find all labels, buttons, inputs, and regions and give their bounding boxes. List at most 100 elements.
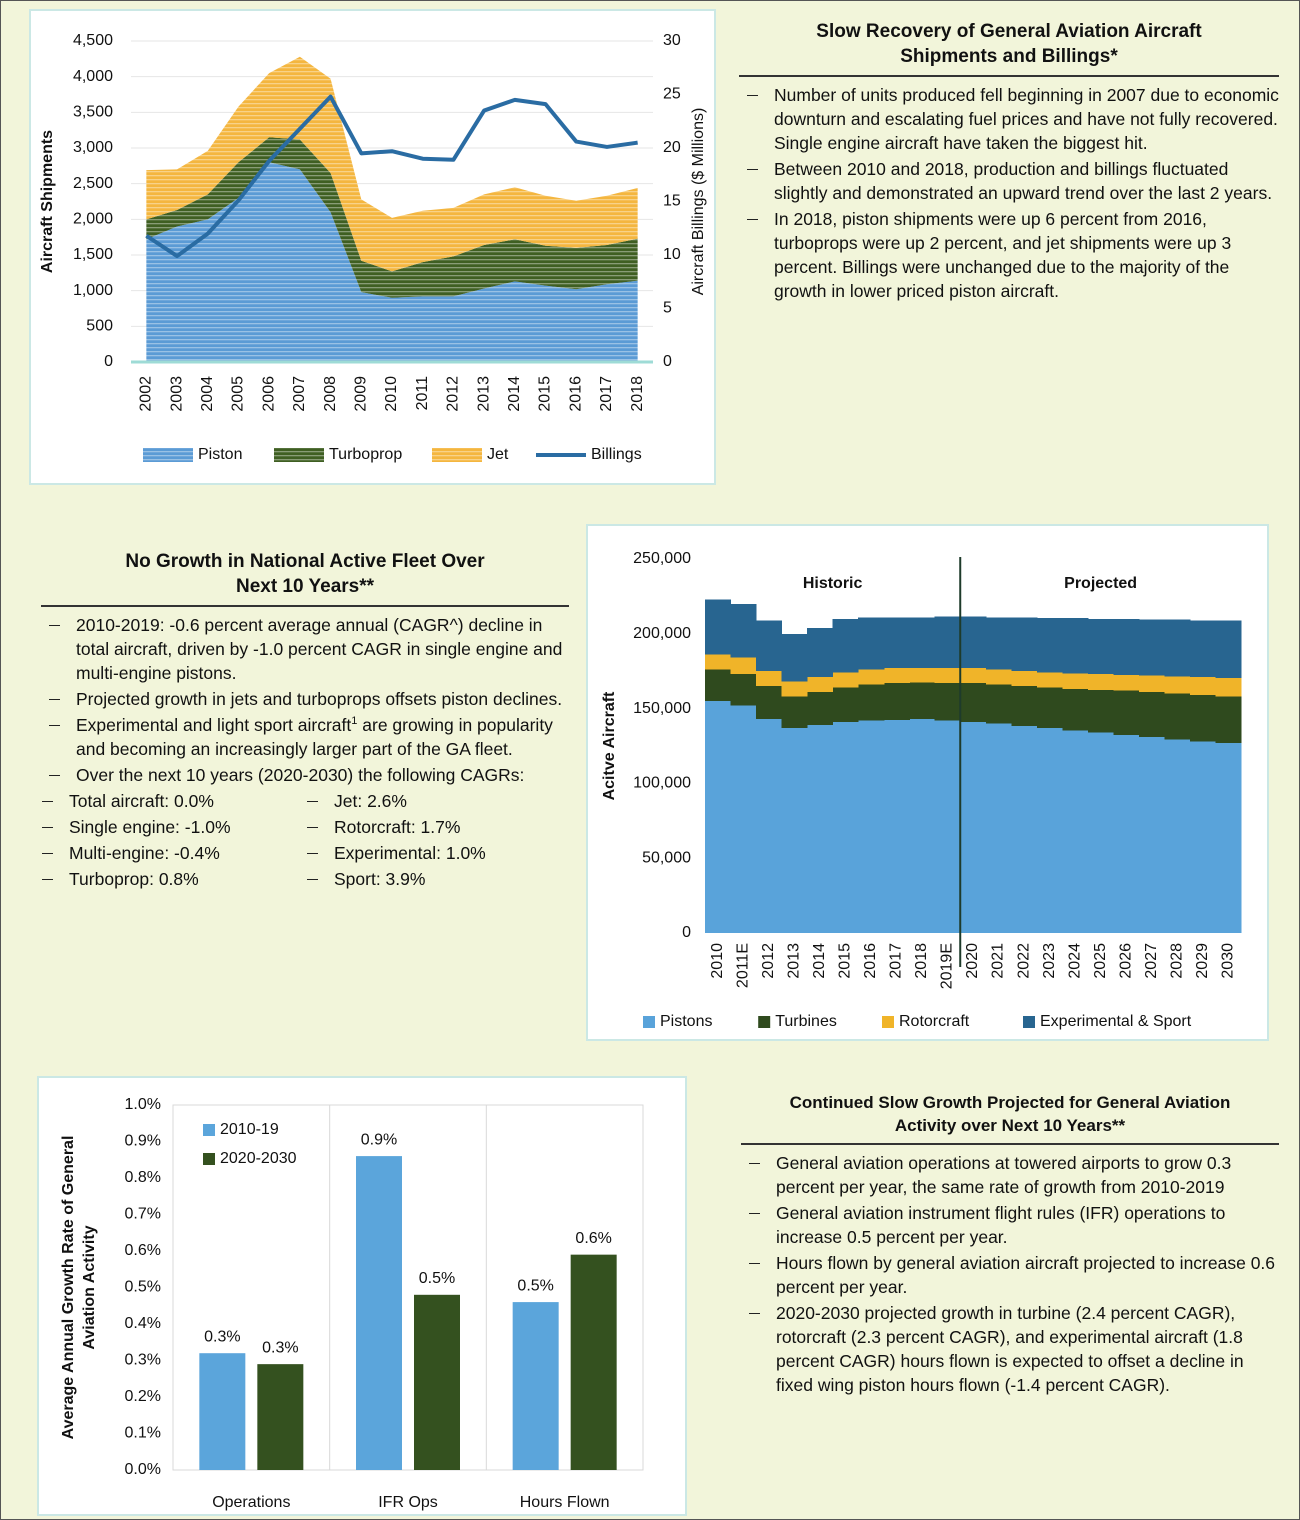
data-label: 0.6% — [575, 1230, 611, 1247]
chart-box: 0 50,000 100,000 150,000 200,000 250,000 2010 2… — [586, 524, 1269, 1041]
area-step — [1036, 672, 1063, 688]
bullet-list: General aviation operations at towered a… — [741, 1151, 1279, 1397]
y-axis-label: Average Annual Growth Rate of General — [60, 1136, 77, 1440]
legend-label: Turbines — [775, 1013, 837, 1030]
legend-label: Pistons — [660, 1013, 712, 1030]
x-tick-label: 2028 — [1168, 943, 1185, 979]
area-step — [1113, 734, 1140, 933]
panel-title-text: No Growth in National Active Fleet Over … — [125, 551, 485, 597]
x-tick-label: 2014 — [506, 376, 523, 412]
legend-swatch — [758, 1016, 771, 1028]
cagr-item: Turboprop: 0.8% — [42, 867, 314, 891]
y-tick-label: 0.3% — [125, 1352, 161, 1369]
area-step — [1011, 686, 1038, 726]
y2-axis-label: Aircraft Billings ($ Millions) — [690, 108, 707, 296]
area-step — [985, 617, 1012, 670]
annotation: Projected — [1064, 575, 1137, 592]
x-tick-label: 2023 — [1041, 943, 1058, 979]
panel-title-text: Slow Recovery of General Aviation Aircra… — [816, 21, 1202, 67]
cagr-item: Rotorcraft: 1.7% — [307, 815, 564, 839]
x-tick-label: 2013 — [475, 376, 492, 412]
area-step — [832, 722, 859, 933]
y2-tick-label: 5 — [663, 300, 672, 317]
area-step — [730, 674, 757, 706]
area-step — [1189, 620, 1217, 678]
panel-title: Slow Recovery of General Aviation Aircra… — [739, 19, 1279, 77]
x-tick-label: 2013 — [786, 943, 803, 979]
area-step — [858, 720, 885, 933]
y2-tick-label: 30 — [663, 32, 681, 49]
area-step — [883, 617, 910, 669]
x-tick-label: 2010 — [709, 943, 726, 979]
bullet: Projected growth in jets and turboprops … — [49, 687, 569, 711]
area-step — [1164, 693, 1191, 740]
legend-label: 2020-2030 — [220, 1150, 297, 1167]
area-step — [1011, 671, 1038, 687]
x-tick-label: 2012 — [760, 943, 777, 979]
panel-title: No Growth in National Active Fleet Over … — [41, 549, 569, 607]
bar — [570, 1254, 617, 1470]
x-tick-label: 2003 — [168, 376, 185, 412]
y-tick-label: 0.6% — [125, 1242, 161, 1259]
legend-swatch — [1023, 1016, 1035, 1028]
x-tick-label: Hours Flown — [520, 1494, 610, 1511]
bullet: Number of units produced fell beginning … — [747, 85, 1279, 153]
y-tick-label: 150,000 — [633, 700, 691, 717]
area-step — [858, 617, 885, 670]
area-step — [909, 682, 936, 720]
plot-frame — [172, 1104, 644, 1471]
cagr-item: Multi-engine: -0.4% — [42, 841, 314, 865]
area-step — [858, 684, 885, 721]
x-tick-label: 2027 — [1143, 943, 1160, 979]
area-step — [909, 668, 936, 683]
bullet: Between 2010 and 2018, production and bi… — [747, 157, 1279, 205]
area-step — [1113, 674, 1140, 691]
area-step — [832, 618, 859, 673]
x-tick-label: 2029 — [1194, 943, 1211, 979]
area-step — [909, 617, 936, 669]
area-step — [781, 728, 808, 933]
area-step — [960, 722, 987, 933]
bullet: Experimental and light sport aircraft1 a… — [49, 713, 569, 761]
x-tick-label: 2017 — [598, 376, 615, 412]
fleet-chart: 0 50,000 100,000 150,000 200,000 250,000 2010 2… — [601, 550, 1242, 1030]
area-step — [1164, 619, 1191, 677]
panel-title-text: Continued Slow Growth Projected for Gene… — [789, 1093, 1231, 1135]
y-tick-label: 100,000 — [633, 775, 691, 792]
legend-label: Piston — [198, 446, 242, 463]
area-step — [1062, 673, 1089, 690]
area-step — [1087, 732, 1114, 933]
y-tick-label: 0.8% — [125, 1169, 161, 1186]
bar — [257, 1364, 304, 1470]
area-step — [1215, 677, 1242, 697]
x-tick-label: 2010 — [383, 376, 400, 412]
area-step — [832, 672, 859, 688]
x-tick-label: 2022 — [1015, 943, 1032, 979]
area-step — [883, 668, 910, 684]
text-panel: Slow Recovery of General Aviation Aircra… — [739, 19, 1279, 305]
area-step — [730, 657, 757, 675]
area-step — [1164, 739, 1191, 933]
bullet: Hours flown by general aviation aircraft… — [749, 1251, 1279, 1299]
area-step — [730, 603, 757, 658]
x-tick-label: 2011E — [735, 943, 752, 988]
area-step — [730, 705, 757, 933]
area-step — [1164, 676, 1191, 694]
area-step — [705, 669, 732, 702]
y-tick-label: 250,000 — [633, 550, 691, 567]
area-step — [1189, 695, 1217, 742]
area-step — [1087, 674, 1114, 690]
x-tick-label: IFR Ops — [378, 1494, 438, 1511]
area-step — [807, 677, 834, 693]
y-tick-label: 0.4% — [125, 1315, 161, 1332]
area-step — [1062, 689, 1089, 731]
billings-line — [145, 94, 638, 259]
bullet: General aviation instrument flight rules… — [749, 1201, 1279, 1249]
area-step — [1138, 675, 1166, 693]
area-step — [1087, 618, 1114, 675]
x-tick-label: 2015 — [837, 943, 854, 979]
text-panel: Continued Slow Growth Projected for Gene… — [741, 1091, 1279, 1399]
area-step — [1011, 617, 1038, 672]
area-step — [1113, 618, 1140, 675]
